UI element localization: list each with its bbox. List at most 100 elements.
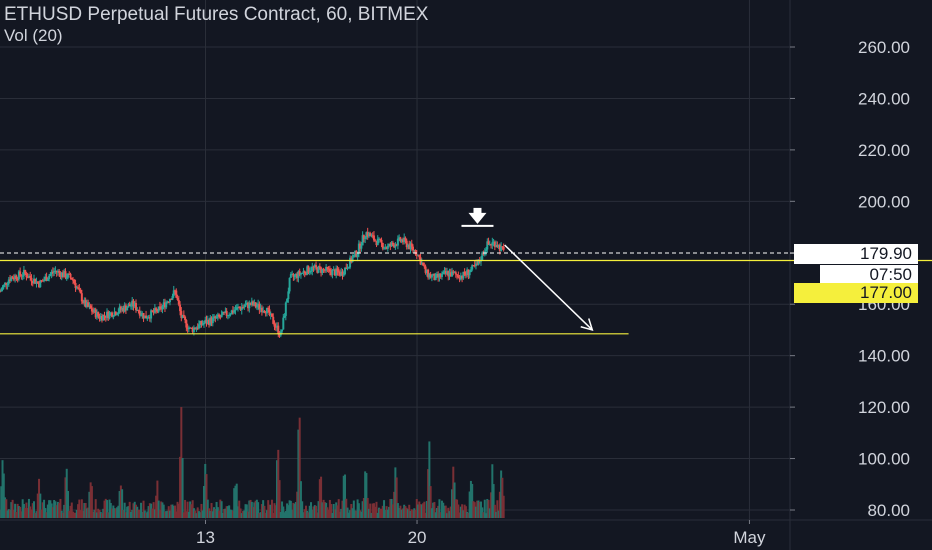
candle-body	[458, 277, 461, 280]
candle-body	[262, 310, 265, 313]
candle-body	[118, 306, 121, 312]
candle-body	[365, 232, 368, 238]
candle-body	[39, 280, 42, 288]
volume-bar	[9, 509, 12, 518]
candle-body	[471, 265, 474, 270]
volume-bar	[7, 509, 10, 518]
volume-bar	[234, 485, 237, 518]
candle-body	[182, 314, 185, 317]
volume-bar	[291, 509, 294, 518]
candle-body	[268, 309, 271, 316]
candle-body	[235, 307, 238, 310]
candle-body	[361, 235, 364, 246]
candle-body	[439, 273, 442, 277]
volume-bar	[281, 501, 284, 518]
candle-body	[201, 324, 204, 326]
volume-bar	[171, 504, 174, 518]
volume-bar	[201, 510, 204, 518]
volume-bar	[63, 504, 66, 518]
volume-bar	[438, 499, 441, 518]
volume-bar	[440, 500, 443, 518]
candle-body	[63, 271, 66, 277]
candle-body	[150, 310, 153, 319]
candle-body	[45, 276, 48, 281]
volume-bar	[153, 509, 156, 518]
candle-body	[213, 316, 216, 318]
volume-bar	[490, 492, 493, 518]
candle-body	[410, 243, 413, 247]
volume-bar	[209, 510, 212, 518]
volume-bar	[55, 505, 58, 518]
candle-body	[497, 244, 500, 248]
volume-bar	[6, 510, 9, 518]
candle-body	[335, 268, 338, 276]
volume-bar	[5, 499, 8, 518]
volume-bar	[492, 484, 495, 518]
candle-body	[155, 308, 158, 310]
candle-body	[281, 329, 284, 332]
volume-bar	[36, 493, 39, 518]
candle-body	[333, 269, 336, 276]
volume-bar	[179, 456, 182, 518]
volume-bar	[276, 460, 279, 518]
volume-bar	[362, 498, 365, 518]
volume-bar	[262, 500, 265, 518]
volume-bar	[83, 503, 86, 518]
volume-bar	[263, 505, 266, 518]
volume-bar	[332, 503, 335, 518]
candle-body	[137, 310, 140, 312]
volume-bar	[21, 499, 24, 518]
volume-bar	[359, 510, 362, 518]
volume-bar	[187, 511, 190, 518]
volume-bar	[331, 512, 334, 518]
volume-bar	[97, 508, 100, 518]
candle-body	[10, 277, 13, 281]
candle-body	[413, 250, 416, 252]
volume-bar	[310, 502, 313, 518]
volume-bar	[423, 501, 426, 518]
candle-body	[205, 319, 208, 324]
candle-body	[380, 239, 383, 243]
candle-body	[366, 232, 369, 237]
volume-bar	[414, 509, 417, 518]
volume-bar	[242, 511, 245, 518]
volume-bar	[420, 504, 423, 518]
candle-body	[332, 269, 335, 271]
volume-bar	[408, 504, 411, 518]
candle-body	[371, 235, 374, 237]
volume-indicator-label[interactable]: Vol (20)	[4, 26, 63, 45]
candle-body	[239, 307, 242, 311]
volume-bar	[432, 502, 435, 518]
volume-bar	[447, 507, 450, 518]
volume-bar	[68, 510, 71, 518]
volume-bar	[157, 500, 160, 518]
volume-bar	[317, 501, 320, 518]
candle-body	[240, 307, 243, 311]
volume-bar	[170, 504, 173, 518]
candle-body	[87, 302, 90, 307]
candle-body	[381, 242, 384, 249]
candle-body	[243, 306, 246, 308]
volume-bar	[383, 500, 386, 518]
volume-bar	[381, 505, 384, 518]
candle-body	[260, 307, 263, 313]
volume-bar	[114, 508, 117, 518]
volume-bar	[31, 503, 34, 518]
volume-bar	[443, 505, 446, 518]
candle-body	[277, 325, 280, 334]
candle-body	[464, 274, 467, 276]
candle-body	[27, 275, 30, 278]
volume-bar	[299, 481, 302, 518]
volume-bar	[70, 502, 73, 518]
candle-body	[250, 301, 253, 305]
last-price-tag: 179.90	[794, 244, 918, 264]
candle-body	[70, 277, 73, 280]
volume-bar	[429, 486, 432, 518]
volume-bar	[390, 498, 393, 518]
candle-body	[176, 297, 179, 300]
candle-body	[107, 311, 110, 319]
volume-bar	[10, 502, 13, 518]
volume-bar	[456, 499, 459, 518]
candle-body	[171, 296, 174, 300]
